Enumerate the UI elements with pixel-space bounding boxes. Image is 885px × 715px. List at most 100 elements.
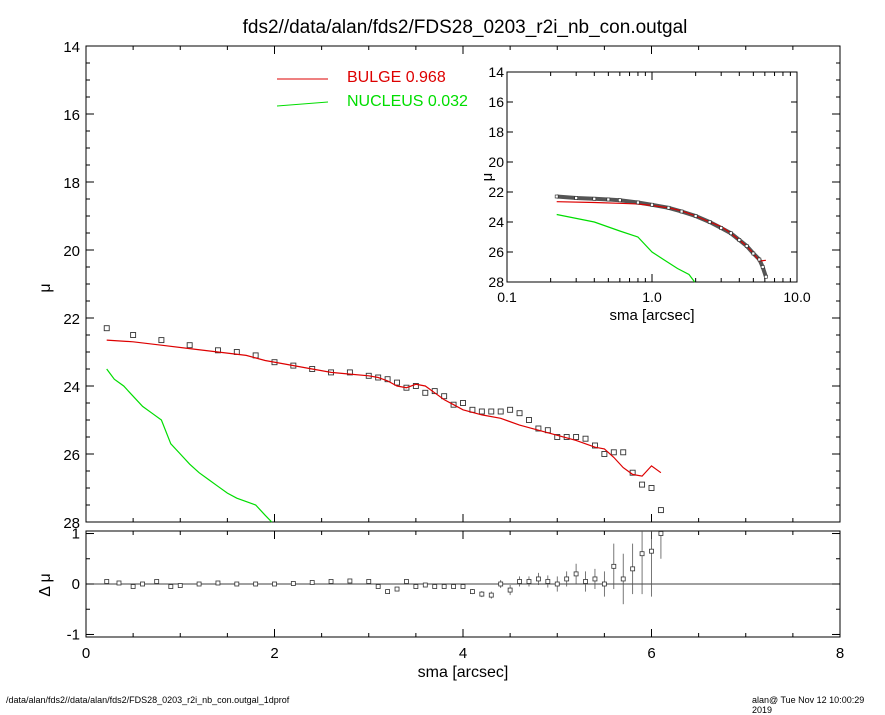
residual-point <box>441 584 447 589</box>
resid-x-tick-label: 6 <box>647 645 655 662</box>
main-y-tick-label: 26 <box>63 447 80 464</box>
residual-point <box>507 587 513 593</box>
residual-point <box>104 579 110 584</box>
residual-point <box>196 581 202 587</box>
residual-point <box>583 579 588 584</box>
main-panel: 14 16 18 20 22 24 26 28 μ BULGE 0.968 NUCLEUS 0.03… <box>37 39 841 532</box>
nucleus-line <box>106 368 273 523</box>
main-y-tick-label: 14 <box>63 39 80 56</box>
footer-left: /data/alan/fds2//data/alan/fds2/FDS28_02… <box>6 695 290 705</box>
data-point <box>601 451 608 457</box>
inset-x-axis-label: sma [arcsec] <box>609 307 694 324</box>
data-point <box>412 383 419 389</box>
inset-y-tick-label: 28 <box>488 274 504 290</box>
inset-y-tick-label: 18 <box>488 124 504 140</box>
inset-data-point <box>757 257 762 262</box>
main-y-tick-label: 22 <box>63 311 80 328</box>
residual-point <box>432 584 438 589</box>
residual-point <box>309 580 315 585</box>
inset-data-point <box>719 226 723 230</box>
residual-point <box>517 579 522 584</box>
legend-nucleus-label: NUCLEUS 0.032 <box>347 93 468 110</box>
resid-y-axis-label: Δ μ <box>37 573 54 596</box>
main-y-tick-label: 16 <box>63 107 80 124</box>
data-point <box>186 342 193 349</box>
inset-y-tick-label: 24 <box>488 214 504 230</box>
resid-y-tick-label: 0 <box>72 576 80 593</box>
data-point <box>648 485 655 491</box>
data-point <box>460 400 466 406</box>
resid-x-tick-label: 8 <box>836 645 844 662</box>
residual-point <box>116 580 122 586</box>
resid-y-tick-label: -1 <box>67 626 80 643</box>
inset-nucleus-line <box>556 213 696 283</box>
main-y-tick-label: 28 <box>63 515 80 532</box>
inset-data-point <box>707 220 712 224</box>
residual-point <box>394 586 400 592</box>
residual-point <box>526 579 532 584</box>
data-point <box>592 442 598 449</box>
inset-data-point <box>744 244 749 248</box>
data-point <box>610 449 617 456</box>
residual-point <box>470 589 475 594</box>
main-y-axis-label: μ <box>37 283 54 292</box>
residual-point <box>488 592 494 598</box>
legend-bulge-label: BULGE 0.968 <box>347 69 446 86</box>
residual-point <box>479 591 485 597</box>
bulge-line <box>106 339 662 477</box>
residual-point <box>460 584 466 589</box>
resid-x-tick-label: 2 <box>270 645 278 662</box>
inset-data-point <box>693 214 698 218</box>
data-point <box>394 379 400 386</box>
residual-point <box>639 551 645 557</box>
inset-data-point <box>606 197 611 202</box>
data-point <box>657 507 664 514</box>
residual-point <box>290 581 296 586</box>
data-point <box>535 425 542 432</box>
residual-point <box>545 579 551 584</box>
footer-right: alan@ Tue Nov 12 10:00:29 2019 <box>752 695 865 715</box>
resid-x-axis-label: sma [arcsec] <box>418 664 509 681</box>
residual-point <box>168 584 174 589</box>
data-point <box>526 417 532 423</box>
residual-point <box>422 582 428 588</box>
residual-point <box>620 576 626 582</box>
residual-point <box>658 531 664 536</box>
inset-y-tick-label: 20 <box>488 154 504 170</box>
data-point <box>103 325 110 332</box>
data-point <box>488 408 495 415</box>
residual-point <box>498 581 504 587</box>
data-point <box>639 481 646 488</box>
inset-data-point <box>764 274 768 279</box>
residual-point <box>536 576 541 582</box>
inset-data-point <box>760 265 765 269</box>
residual-point <box>272 581 277 587</box>
data-point <box>158 337 165 344</box>
residual-point <box>385 589 391 594</box>
residual-point <box>630 566 636 572</box>
resid-x-tick-label: 0 <box>82 645 90 662</box>
residual-point <box>554 581 560 587</box>
data-point <box>497 408 504 415</box>
inset-data-point <box>679 209 684 214</box>
residual-point <box>601 581 607 587</box>
main-y-tick-label: 24 <box>63 379 80 396</box>
data-point <box>478 408 485 415</box>
data-point <box>422 389 429 396</box>
data-point <box>554 434 561 440</box>
residual-point <box>154 579 160 584</box>
residual-point <box>328 579 334 584</box>
inset-y-tick-label: 26 <box>488 244 504 260</box>
residual-point <box>573 571 579 577</box>
inset-data-point <box>592 196 597 201</box>
data-point <box>214 347 221 354</box>
inset-x-tick-label: 10.0 <box>783 289 810 305</box>
data-point <box>384 376 391 383</box>
residual-point <box>451 584 456 589</box>
data-point <box>620 449 627 456</box>
residual-point <box>234 581 240 587</box>
chart-title: fds2//data/alan/fds2/FDS28_0203_r2i_nb_c… <box>243 17 688 38</box>
data-point <box>582 435 589 442</box>
